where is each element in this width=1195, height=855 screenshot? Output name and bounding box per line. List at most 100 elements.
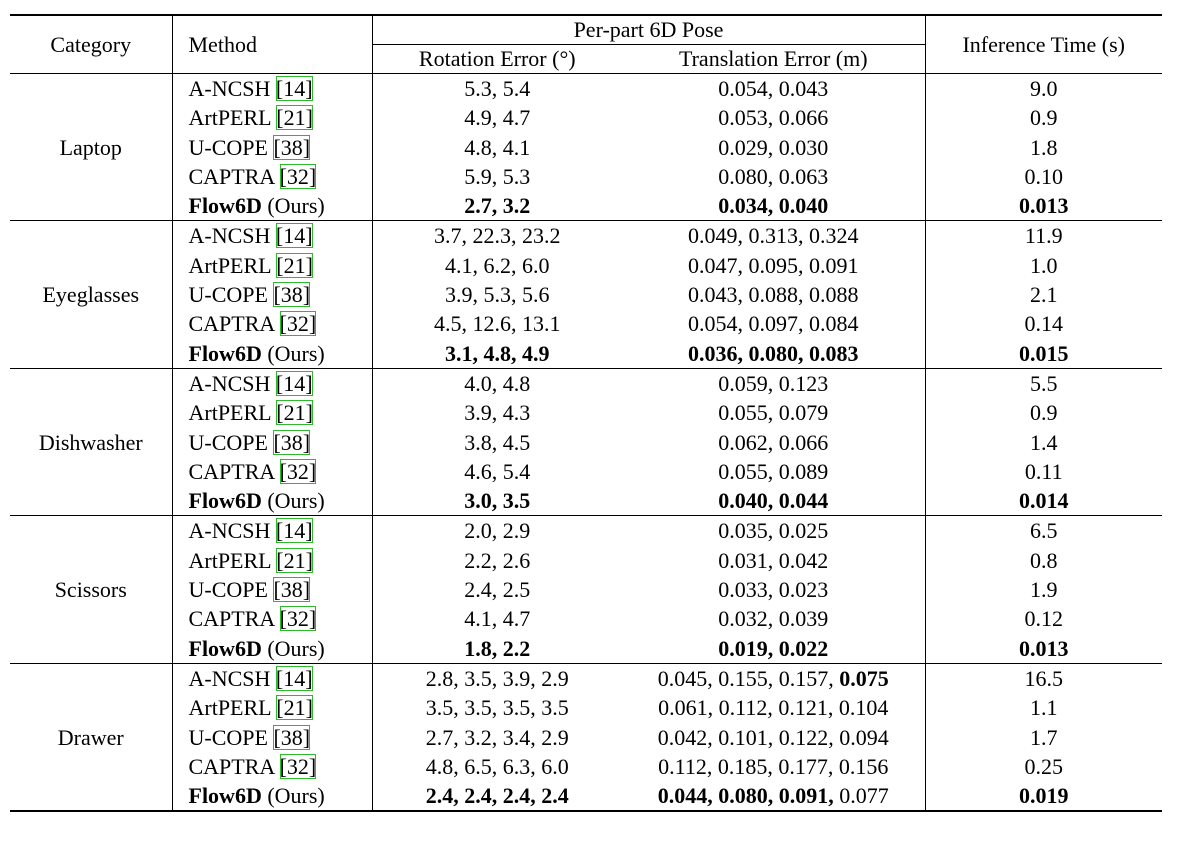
rotation-cell: 5.9, 5.3	[372, 162, 622, 191]
time-cell: 0.013	[925, 191, 1162, 221]
text-segment: U-COPE	[188, 724, 274, 750]
text-segment: Flow6D	[188, 488, 262, 514]
rotation-cell: 2.4, 2.4, 2.4, 2.4	[372, 781, 622, 811]
time-cell: 0.9	[925, 103, 1162, 132]
cell-text: 4.1, 4.7	[464, 606, 531, 632]
translation-cell: 0.054, 0.097, 0.084	[622, 309, 926, 339]
translation-cell: 0.032, 0.039	[622, 604, 926, 634]
header-cell: Per-part 6D Pose	[372, 15, 926, 45]
rotation-cell: 3.0, 3.5	[372, 486, 622, 516]
translation-cell: 0.055, 0.089	[622, 456, 926, 487]
rotation-cell: 4.6, 5.4	[372, 457, 622, 486]
table-row: U-COPE [38] 2.4, 2.5 0.033, 0.023 1.9	[10, 575, 1162, 605]
rotation-cell: 2.7, 3.2	[372, 191, 622, 221]
table-row: ArtPERL [21] 3.9, 4.3 0.055, 0.079 0.9	[10, 398, 1162, 428]
text-segment: CAPTRA	[188, 311, 280, 337]
cell-text: 2.7, 3.2, 3.4, 2.9	[425, 724, 569, 750]
cell-text: 0.14	[1024, 311, 1064, 337]
text-segment: U-COPE	[188, 429, 274, 455]
rotation-cell: 4.9, 4.7	[372, 103, 622, 132]
citation: [32]	[279, 458, 317, 484]
text-segment: Flow6D	[188, 193, 262, 219]
text-segment: 0.075	[839, 665, 889, 691]
table-row: Laptop A-NCSH [14] 5.3, 5.4 0.054, 0.043 9.0	[10, 72, 1162, 221]
rotation-cell: 5.3, 5.4	[372, 73, 622, 104]
table-row: Dishwasher A-NCSH [14] 4.0, 4.8 0.059, 0.12…	[10, 367, 1162, 516]
translation-cell: 0.062, 0.066	[622, 427, 926, 457]
cell-text: 0.033, 0.023	[718, 577, 829, 603]
text-segment: CAPTRA	[188, 753, 280, 779]
translation-cell: 0.031, 0.042	[622, 545, 926, 576]
cell-text: 3.5, 3.5, 3.5, 3.5	[425, 695, 569, 721]
cell-text: 0.25	[1024, 753, 1064, 779]
cell-text: 3.8, 4.5	[464, 429, 531, 455]
text-segment: ArtPERL	[188, 695, 277, 721]
cell-text: 1.0	[1030, 252, 1058, 278]
table-row: Flow6D (Ours) 3.0, 3.5 0.040, 0.044 0.014	[10, 486, 1162, 516]
translation-cell: 0.043, 0.088, 0.088	[622, 280, 926, 310]
rotation-cell: 2.7, 3.2, 3.4, 2.9	[372, 723, 622, 752]
method-cell: U-COPE [38]	[172, 280, 373, 310]
cell-text: 16.5	[1024, 665, 1064, 691]
rotation-cell: 4.0, 4.8	[372, 367, 622, 399]
table-row: CAPTRA [32] 4.6, 5.4 0.055, 0.089 0.11	[10, 456, 1162, 487]
table-row: CAPTRA [32] 4.5, 12.6, 13.1 0.054, 0.097, …	[10, 309, 1162, 339]
cell-text: 0.080, 0.063	[718, 163, 829, 189]
text-segment: 0.077	[833, 783, 889, 809]
cell-text: 5.3, 5.4	[464, 76, 531, 101]
text-segment: A-NCSH	[188, 518, 276, 544]
cell-text: 0.112, 0.185, 0.177, 0.156	[658, 753, 889, 779]
rotation-cell: 2.2, 2.6	[372, 546, 622, 575]
method-cell: Flow6D (Ours)	[172, 191, 373, 221]
time-cell: 1.9	[925, 575, 1162, 604]
cell-text: 4.6, 5.4	[464, 458, 531, 484]
translation-cell: 0.059, 0.123	[622, 367, 926, 399]
table-row: Flow6D (Ours) 2.7, 3.2 0.034, 0.040 0.013	[10, 191, 1162, 221]
text-segment: Flow6D	[188, 340, 262, 366]
citation: [21]	[276, 252, 313, 278]
translation-cell: 0.054, 0.043	[622, 73, 926, 104]
cell-text: 2.4, 2.4, 2.4, 2.4	[425, 783, 569, 809]
cell-text: 0.040, 0.044	[718, 488, 829, 514]
cell-text: 2.7, 3.2	[464, 193, 531, 219]
method-cell: Flow6D (Ours)	[172, 338, 373, 369]
cell-text: 0.8	[1030, 547, 1058, 573]
text-segment: A-NCSH	[188, 665, 276, 691]
cell-text: 4.8, 4.1	[464, 134, 531, 160]
rotation-cell: 3.7, 22.3, 23.2	[372, 220, 622, 251]
time-cell: 0.25	[925, 752, 1162, 781]
cell-text: 0.029, 0.030	[718, 134, 829, 160]
translation-cell: 0.029, 0.030	[622, 132, 926, 162]
time-cell: 1.0	[925, 251, 1162, 280]
text-segment: ArtPERL	[188, 400, 277, 426]
cell-text: 4.8, 6.5, 6.3, 6.0	[425, 753, 569, 779]
time-cell: 1.8	[925, 133, 1162, 162]
cell-text: 0.10	[1024, 163, 1064, 189]
text-segment: A-NCSH	[188, 223, 276, 249]
citation: [38]	[273, 429, 311, 455]
citation: [14]	[275, 76, 313, 101]
cell-text: 1.4	[1030, 429, 1058, 455]
translation-cell: 0.053, 0.066	[622, 103, 926, 133]
cell-text: 0.013	[1019, 193, 1069, 219]
translation-cell: 0.080, 0.063	[622, 161, 926, 192]
cell-text: 3.9, 5.3, 5.6	[445, 282, 550, 308]
header-cell: Category	[10, 15, 173, 74]
translation-cell: 0.019, 0.022	[622, 633, 926, 664]
text-segment: 0.045, 0.155, 0.157,	[657, 665, 840, 691]
method-cell: A-NCSH [14]	[172, 662, 373, 694]
time-cell: 1.1	[925, 693, 1162, 722]
text-segment: (Ours)	[261, 635, 325, 661]
method-cell: A-NCSH [14]	[172, 73, 373, 104]
cell-text: 0.055, 0.089	[718, 458, 829, 484]
time-cell: 0.11	[925, 457, 1162, 486]
table-row: CAPTRA [32] 4.1, 4.7 0.032, 0.039 0.12	[10, 604, 1162, 634]
citation: [21]	[276, 547, 313, 573]
text-segment: ArtPERL	[188, 105, 277, 131]
cell-text: 0.035, 0.025	[718, 518, 829, 544]
cell-text: 0.054, 0.097, 0.084	[688, 311, 859, 337]
text-segment: ArtPERL	[188, 547, 277, 573]
cell-text: 1.7	[1030, 724, 1058, 750]
text-segment: (Ours)	[261, 488, 325, 514]
text-segment: (Ours)	[261, 193, 325, 219]
